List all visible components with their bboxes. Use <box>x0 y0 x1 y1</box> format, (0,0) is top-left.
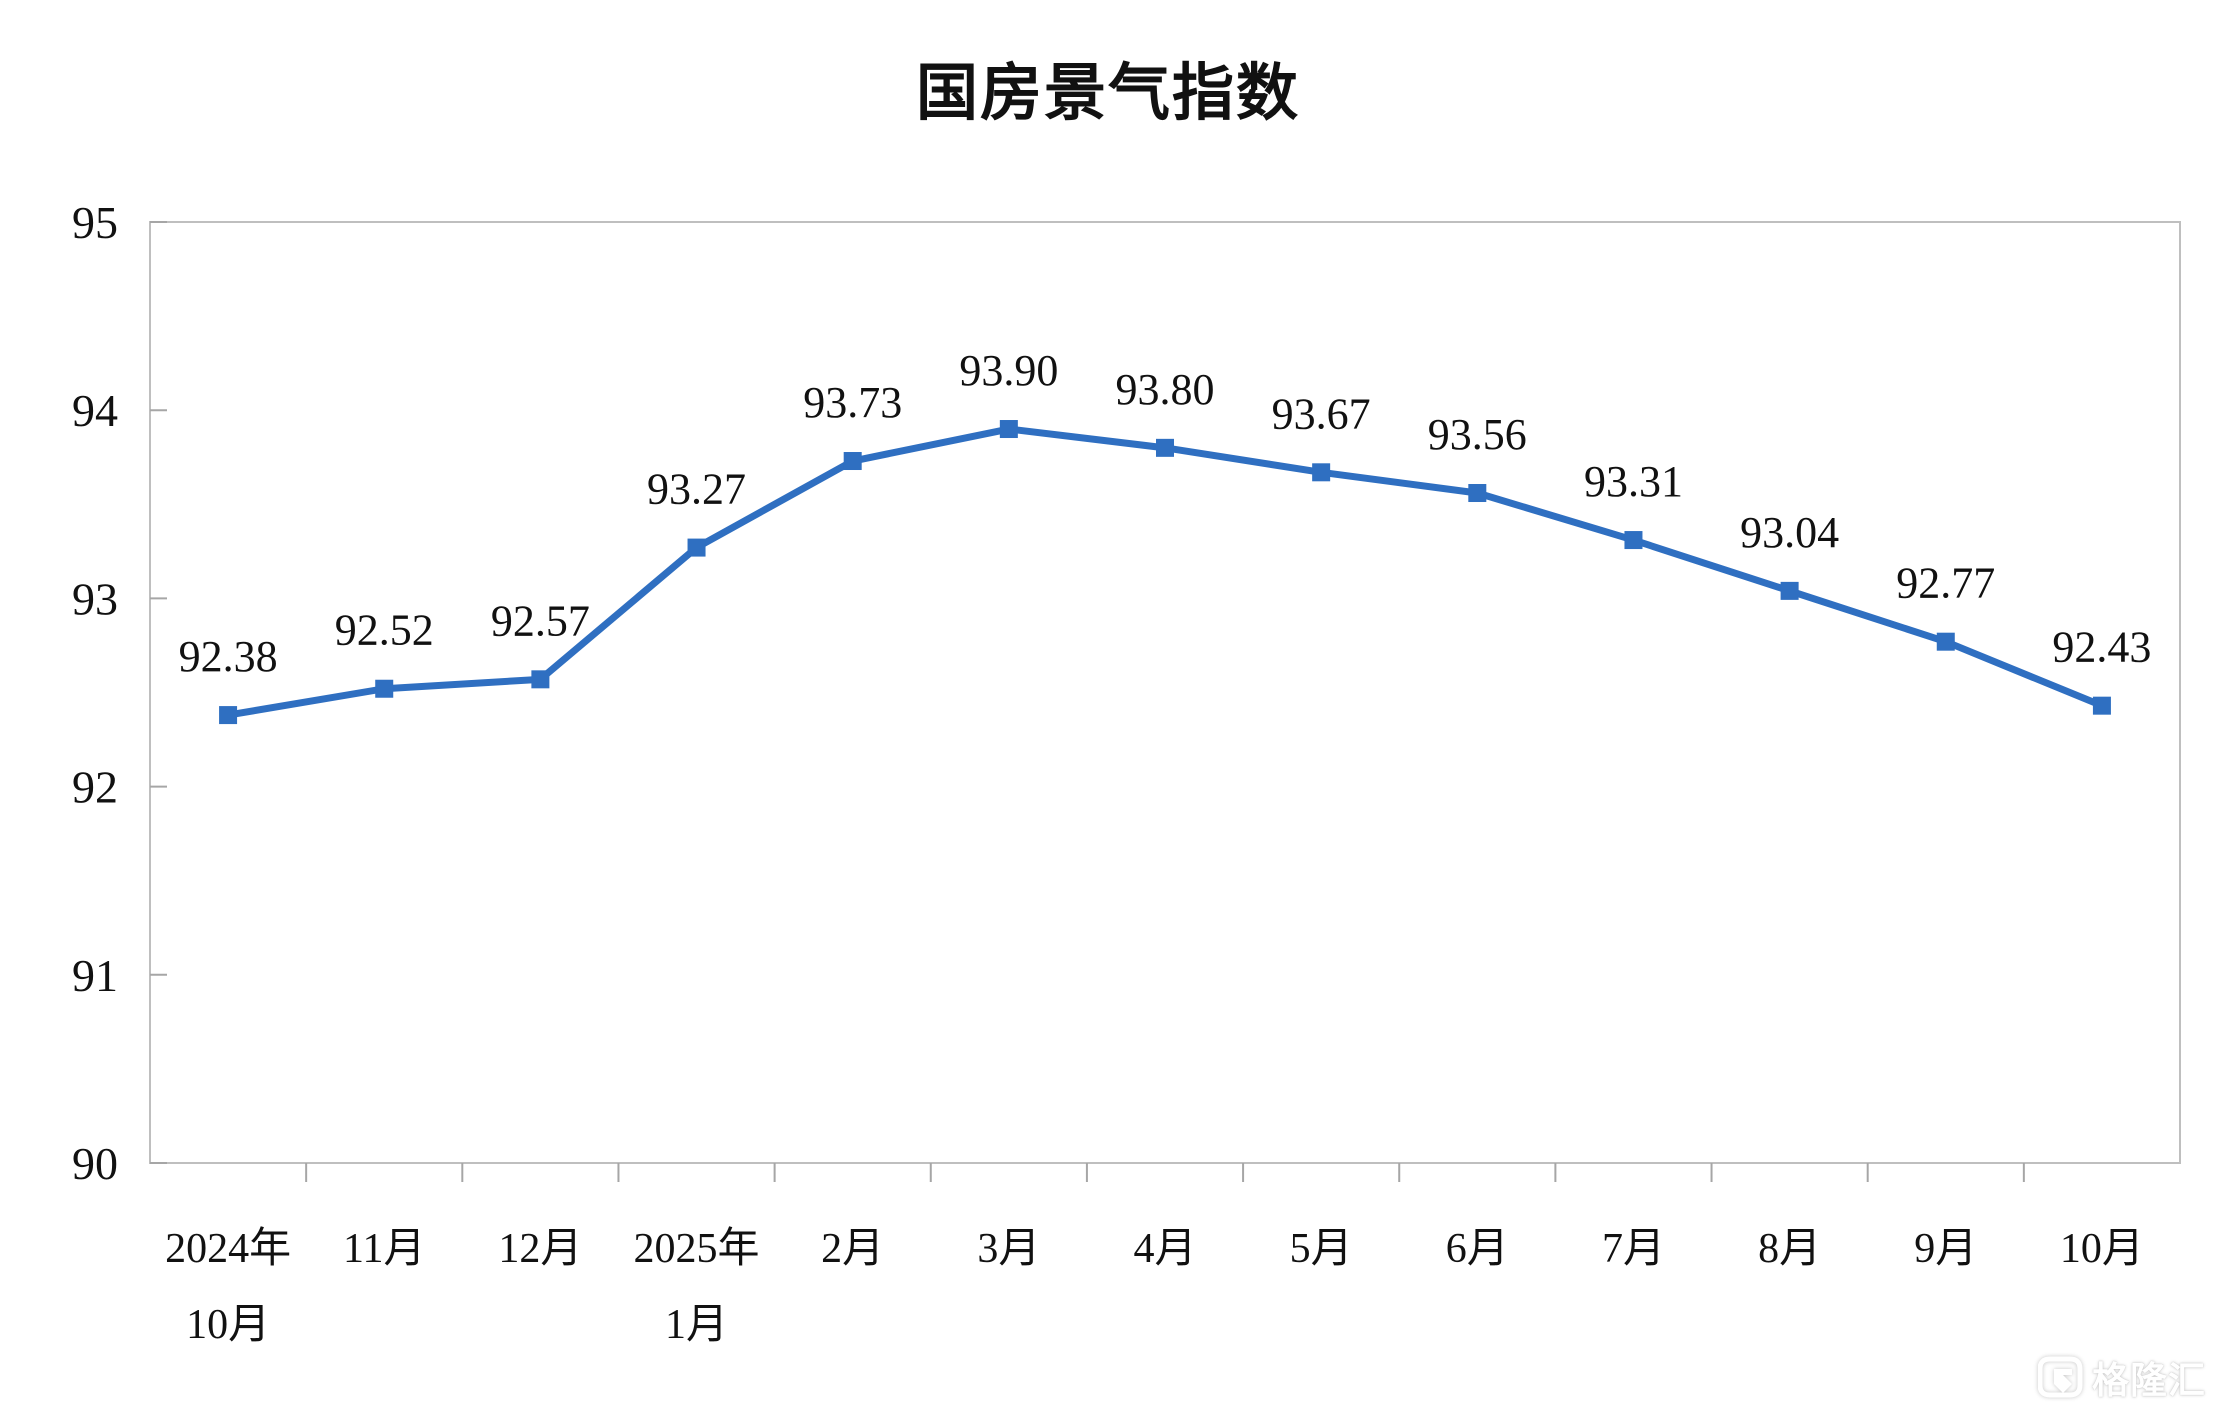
data-point-label: 93.73 <box>803 378 902 427</box>
x-axis-label: 2025年 <box>634 1225 760 1272</box>
plot-frame <box>149 221 2181 1164</box>
data-point-marker <box>531 670 550 689</box>
data-point-label: 93.67 <box>1272 389 1371 438</box>
x-axis-label: 10月 <box>2060 1226 2144 1272</box>
x-axis-label: 10月 <box>186 1302 270 1348</box>
data-point-marker <box>1624 531 1643 550</box>
y-axis-label: 93 <box>72 573 118 624</box>
data-point-marker <box>2092 696 2111 715</box>
x-axis-label: 12月 <box>498 1226 582 1272</box>
x-axis-label: 5月 <box>1290 1226 1353 1272</box>
data-point-label: 93.56 <box>1428 410 1527 459</box>
data-point-marker <box>999 420 1018 439</box>
y-axis-label: 94 <box>72 385 118 436</box>
data-point-label: 93.31 <box>1584 457 1683 506</box>
y-axis-label: 95 <box>72 197 118 248</box>
data-point-marker <box>219 706 238 725</box>
data-point-label: 92.77 <box>1896 559 1995 608</box>
x-axis-label: 2月 <box>821 1226 884 1272</box>
data-point-label: 93.80 <box>1116 365 1215 414</box>
y-axis-label: 91 <box>72 950 118 1001</box>
watermark: 格隆汇 <box>2038 1350 2206 1404</box>
chart-title: 国房景气指数 <box>915 60 1300 128</box>
data-point-label: 93.90 <box>959 346 1058 395</box>
data-point-marker <box>1936 632 1955 651</box>
data-point-marker <box>1312 463 1331 482</box>
data-line <box>224 425 2106 719</box>
y-axis-label: 92 <box>72 762 118 813</box>
data-point-label: 92.52 <box>335 606 434 655</box>
data-point-label: 92.57 <box>491 596 590 645</box>
x-axis-label: 4月 <box>1133 1226 1196 1272</box>
x-axis-label: 2024年 <box>165 1225 291 1272</box>
data-point-label: 93.04 <box>1740 508 1839 557</box>
data-point-marker <box>687 538 706 557</box>
watermark-text: 格隆汇 <box>2092 1360 2206 1401</box>
x-axis-label: 9月 <box>1914 1226 1977 1272</box>
y-axis-label: 90 <box>72 1138 118 1189</box>
data-point-label: 93.27 <box>647 465 746 514</box>
data-point-marker <box>1780 581 1799 600</box>
x-axis-label: 7月 <box>1602 1226 1665 1272</box>
x-axis-label: 11月 <box>343 1226 425 1272</box>
data-point-label: 92.38 <box>179 632 278 681</box>
data-point-marker <box>375 679 394 698</box>
data-point-marker <box>1156 438 1174 457</box>
data-point-marker <box>843 452 862 471</box>
x-axis-label: 1月 <box>665 1302 728 1348</box>
data-point-marker <box>1468 484 1487 503</box>
x-axis-label: 3月 <box>977 1226 1040 1272</box>
x-axis-label: 8月 <box>1758 1226 1821 1272</box>
gelonghui-logo-icon <box>2038 1356 2083 1398</box>
data-point-label: 92.43 <box>2052 623 2151 672</box>
x-axis-label: 6月 <box>1446 1226 1509 1272</box>
